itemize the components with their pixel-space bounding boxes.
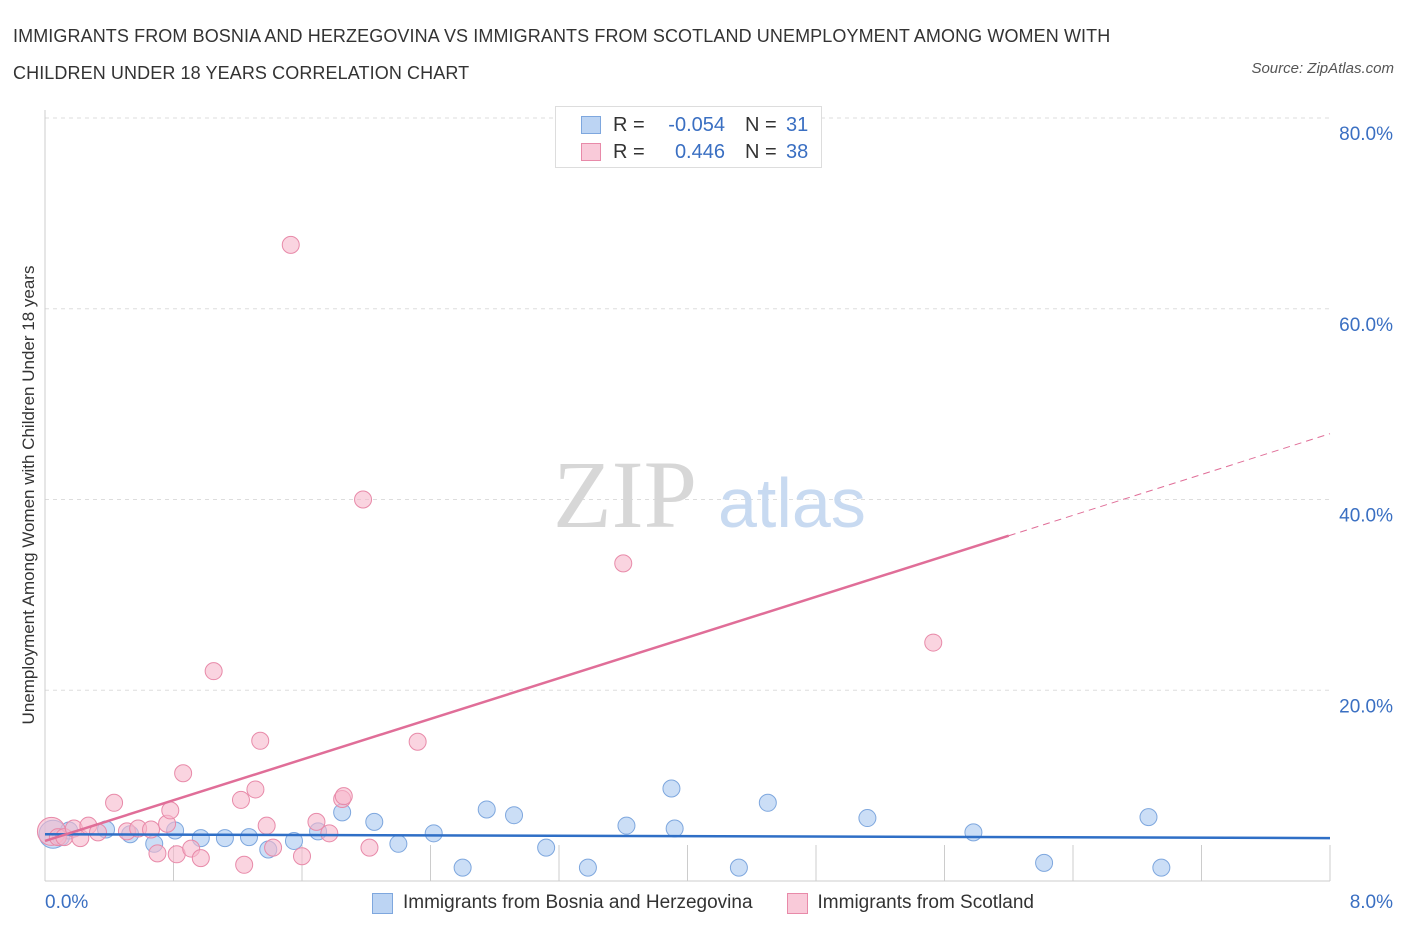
legend-r-value: -0.054 (668, 113, 725, 136)
x-tick-label: 8.0% (1350, 892, 1393, 913)
bosnia-point (537, 838, 556, 857)
bosnia-point (365, 812, 384, 831)
source-label: Source: ZipAtlas.com (1251, 60, 1394, 77)
series-legend-bosnia: Immigrants from Bosnia and Herzegovina (371, 892, 753, 914)
scotland-point (334, 787, 353, 806)
bosnia-point (578, 858, 597, 877)
series-legend: Immigrants from Bosnia and Herzegovina I… (0, 889, 1406, 917)
x-tick-label: 0.0% (45, 892, 88, 913)
correlation-legend: R = -0.054 N = 31 R = 0.446 N = 38 (555, 106, 822, 168)
chart-title: IMMIGRANTS FROM BOSNIA AND HERZEGOVINA V… (13, 26, 1111, 83)
bosnia-point (729, 858, 748, 877)
legend-row-bosnia: R = -0.054 N = 31 (581, 112, 808, 138)
scotland-point (148, 844, 167, 863)
bosnia-point (758, 793, 777, 812)
legend-n-value: 38 (786, 140, 809, 163)
scotland-point (924, 633, 943, 652)
bosnia-point (424, 824, 443, 843)
legend-n-label: N = (745, 140, 777, 163)
scotland-point (235, 855, 254, 874)
bosnia-point (215, 829, 234, 848)
series-legend-scotland: Immigrants from Scotland (786, 892, 1034, 914)
bosnia-point (505, 806, 524, 825)
series-legend-label: Immigrants from Bosnia and Herzegovina (402, 892, 753, 913)
scotland-point (174, 764, 193, 783)
y-tick-label: 20.0% (1339, 696, 1393, 717)
legend-swatch-bosnia (581, 116, 601, 134)
watermark: ZIP atlas (553, 441, 866, 548)
scotland-point (257, 816, 276, 835)
series-legend-label: Immigrants from Scotland (817, 892, 1034, 913)
scotland-point (281, 235, 300, 254)
bosnia-point (1139, 808, 1158, 827)
scotland-point (320, 824, 339, 843)
bosnia-point (1152, 858, 1171, 877)
bosnia-point (389, 834, 408, 853)
bosnia-point (1035, 853, 1054, 872)
legend-row-scotland: R = 0.446 N = 38 (581, 139, 808, 165)
tick-labels: 20.0% 40.0% 60.0% 80.0% 0.0% 8.0% (45, 124, 1393, 913)
bosnia-point (453, 858, 472, 877)
scotland-point (360, 838, 379, 857)
scotland-point (264, 838, 283, 857)
series-scotland-points (36, 235, 943, 874)
scotland-point (614, 554, 633, 573)
scotland-trend-line (44, 534, 1010, 843)
legend-n-label: N = (745, 113, 777, 136)
legend-r-label: R = (613, 140, 645, 163)
bosnia-point (239, 828, 258, 847)
scotland-point (161, 801, 180, 820)
scotland-point (191, 849, 210, 868)
watermark-atlas: atlas (718, 464, 866, 542)
series-swatch-bosnia (371, 892, 393, 914)
bosnia-point (964, 823, 983, 842)
bosnia-point (284, 831, 303, 850)
grid-layer (45, 117, 1330, 691)
y-axis-label: Unemployment Among Women with Children U… (19, 266, 38, 725)
axes-layer (44, 110, 1331, 882)
y-tick-label: 80.0% (1339, 124, 1393, 145)
scotland-point (204, 662, 223, 681)
bosnia-trend-line (44, 833, 1331, 840)
scotland-trend-extension (1008, 433, 1331, 537)
scotland-point (105, 793, 124, 812)
legend-r-label: R = (613, 113, 645, 136)
bosnia-point (858, 809, 877, 828)
legend-n-value: 31 (786, 113, 809, 136)
scotland-point (251, 731, 270, 750)
legend-swatch-scotland (581, 143, 601, 161)
bosnia-point (665, 819, 684, 838)
bosnia-point (477, 800, 496, 819)
scotland-point (293, 847, 311, 866)
scotland-point (246, 780, 265, 799)
y-tick-label: 60.0% (1339, 315, 1393, 336)
y-tick-label: 40.0% (1339, 506, 1393, 527)
bosnia-point (617, 816, 636, 835)
bosnia-point (662, 779, 681, 798)
scotland-point (231, 790, 250, 809)
legend-r-value: 0.446 (674, 140, 725, 163)
watermark-zip: ZIP (553, 441, 697, 548)
scotland-point (307, 812, 326, 831)
series-swatch-scotland (786, 892, 808, 914)
scotland-point (354, 490, 373, 509)
scotland-point (408, 732, 427, 751)
trend-lines (44, 433, 1331, 843)
